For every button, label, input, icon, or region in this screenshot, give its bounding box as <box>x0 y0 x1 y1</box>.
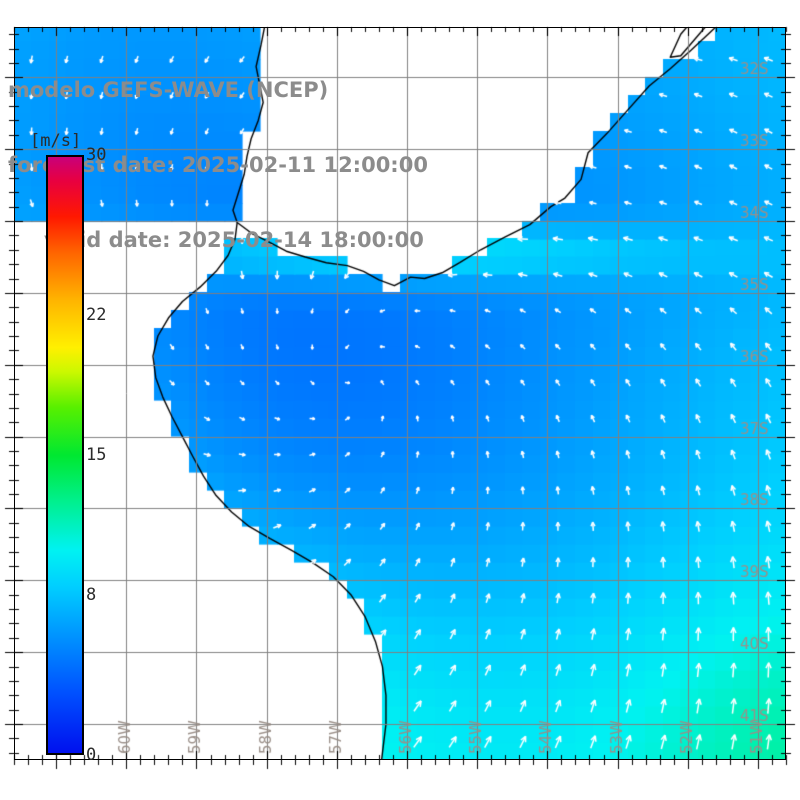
title-model-line: modelo GEFS-WAVE (NCEP) <box>8 78 329 102</box>
colorbar-tick-8: 8 <box>86 584 97 605</box>
colorbar-tick-30: 30 <box>86 145 107 165</box>
colorbar-gradient <box>46 155 84 755</box>
colorbar-unit-label: [m/s] <box>30 131 82 151</box>
colorbar-tick-15: 15 <box>86 445 107 465</box>
colorbar-tick-0: 0 <box>86 745 97 765</box>
colorbar <box>46 155 84 755</box>
colorbar-tick-22: 22 <box>86 305 107 326</box>
figure-title: modelo GEFS-WAVE (NCEP) forecast date: 2… <box>0 28 520 303</box>
